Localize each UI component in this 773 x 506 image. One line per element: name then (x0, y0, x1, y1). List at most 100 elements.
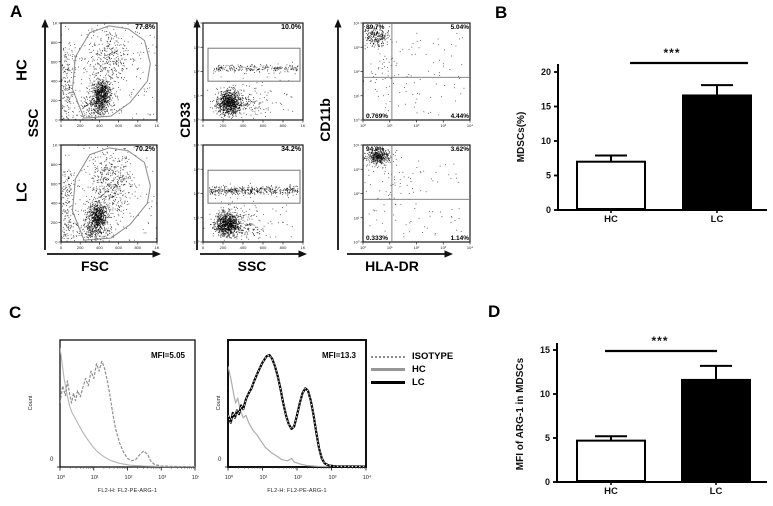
y-axis-label-ssc: SSC (25, 108, 41, 138)
isotype-line-swatch (371, 355, 405, 358)
flow-plot-lc-fsc-ssc-canvas: 0 200 400 600 800 1K 0 200 400 600 800 1K (51, 143, 160, 250)
mfi-value-left: MFI=5.05 (150, 351, 185, 360)
lc-line-swatch (371, 381, 405, 384)
svg-text:600: 600 (260, 123, 267, 128)
quadrant-ll-label: 0.769% (366, 113, 389, 120)
legend-label: LC (412, 377, 425, 388)
svg-text:1K: 1K (155, 123, 160, 128)
x-axis-label-hladr: HLA-DR (365, 258, 419, 274)
quadrant-ll-label: 0.333% (366, 235, 389, 242)
quadrant-lr-label: 1.14% (450, 235, 469, 242)
hist-left-zero-tick: 0 (50, 457, 54, 463)
legend-item-hc: HC (371, 363, 453, 376)
x-axis-label-ssc: SSC (237, 258, 267, 274)
quadrant-ul-label: 94.9% (366, 146, 385, 153)
svg-text:200: 200 (51, 220, 58, 225)
svg-text:10⁴: 10⁴ (353, 21, 359, 26)
quadrant-ul-label: 89.7% (366, 24, 385, 31)
panel-d-chart: 0 5 10 15 HC LC *** MFI of ARG-1 in MDSCs (490, 280, 773, 506)
gate-percentage-label: 34.2% (281, 146, 301, 153)
flow-plot-lc-fsc-ssc: 0 200 400 600 800 1K 0 200 400 600 800 1K 70.2% (48, 143, 160, 252)
svg-text:10²: 10² (414, 123, 420, 128)
flow-plot-lc-ssc-cd33: 10⁰ 10¹ 10² 10³ 10⁴ 0 200 400 600 800 1K 34.2% (190, 143, 306, 252)
svg-text:10⁴: 10⁴ (193, 21, 199, 26)
svg-text:10¹: 10¹ (387, 123, 393, 128)
flow-plot-hc-fsc-ssc-canvas: 0 200 400 600 800 1K 0 200 400 600 800 1K (51, 21, 160, 128)
legend-item-isotype: ISOTYPE (371, 350, 453, 363)
svg-text:10²: 10² (194, 69, 200, 74)
y-axis-label-cd11b: CD11b (317, 98, 333, 142)
svg-text:0: 0 (60, 245, 63, 250)
svg-text:10³: 10³ (194, 45, 200, 50)
svg-text:600: 600 (51, 59, 58, 64)
flow-plot-hc-ssc-cd33-canvas: 10⁰ 10¹ 10² 10³ 10⁴ 0 200 400 600 800 1K (193, 21, 306, 128)
svg-text:400: 400 (240, 123, 247, 128)
svg-text:200: 200 (51, 98, 58, 103)
hist-plot-lc-canvas: 10⁰ 10¹ 10² 10³ 10⁴ (225, 339, 372, 481)
svg-text:0: 0 (55, 240, 58, 245)
svg-text:200: 200 (77, 245, 84, 250)
svg-text:600: 600 (115, 245, 122, 250)
svg-text:10⁰: 10⁰ (360, 123, 366, 128)
svg-text:800: 800 (134, 123, 141, 128)
svg-text:0: 0 (55, 118, 58, 123)
gate-percentage-label: 70.2% (135, 146, 155, 153)
svg-text:10³: 10³ (440, 123, 446, 128)
svg-text:600: 600 (51, 181, 58, 186)
mfi-value-right: MFI=13.3 (321, 351, 356, 360)
panel-c-label: C (9, 303, 22, 322)
svg-text:0: 0 (202, 123, 205, 128)
quadrant-ur-label: 3.62% (450, 146, 469, 153)
flow-plot-lc-hladr-cd11b: 10⁰ 10¹ 10² 10³ 10⁴ 10⁰ 10¹ 10² 10³ 10⁴ 94.9% 3.6… (350, 143, 473, 252)
y-axis-arrow-cd11b (334, 19, 342, 250)
svg-text:10³: 10³ (354, 45, 360, 50)
svg-text:800: 800 (51, 40, 58, 45)
svg-text:10¹: 10¹ (194, 93, 200, 98)
count-axis-label-left: Count (28, 395, 34, 411)
row-label-lc: LC (13, 182, 31, 202)
hist-right-x-axis-title: FL2-H: FL2-PE-ARG-1 (267, 488, 327, 494)
svg-text:10²: 10² (354, 69, 360, 74)
svg-text:600: 600 (115, 123, 122, 128)
legend-item-lc: LC (371, 376, 453, 389)
panel-b-label: B (495, 3, 508, 22)
svg-text:200: 200 (77, 123, 84, 128)
histogram-legend: ISOTYPE HC LC (371, 350, 453, 389)
svg-text:1K: 1K (53, 143, 58, 148)
svg-text:10⁴: 10⁴ (467, 123, 473, 128)
svg-text:400: 400 (96, 245, 103, 250)
svg-text:800: 800 (51, 162, 58, 167)
svg-text:400: 400 (96, 123, 103, 128)
svg-text:1K: 1K (53, 21, 58, 26)
flow-plot-hc-hladr-cd11b: 10⁰ 10¹ 10² 10³ 10⁴ 10⁰ 10¹ 10² 10³ 10⁴ 89.7% 5.0… (350, 21, 473, 130)
svg-text:400: 400 (51, 201, 58, 206)
legend-label: HC (412, 364, 426, 375)
flow-plot-hc-hladr-cd11b-canvas: 10⁰ 10¹ 10² 10³ 10⁴ 10⁰ 10¹ 10² 10³ 10⁴ (353, 21, 473, 128)
svg-text:400: 400 (51, 79, 58, 84)
row-label-hc: HC (13, 59, 31, 81)
quadrant-ur-label: 5.04% (450, 24, 469, 31)
svg-text:1K: 1K (301, 123, 306, 128)
x-axis-label-fsc: FSC (81, 258, 109, 274)
hist-right-zero-tick: 0 (218, 457, 222, 463)
svg-text:800: 800 (280, 123, 287, 128)
svg-text:10⁰: 10⁰ (353, 118, 359, 123)
hc-line-swatch (371, 368, 405, 371)
flow-plot-hc-ssc-cd33: 10⁰ 10¹ 10² 10³ 10⁴ 0 200 400 600 800 1K 10.0% (190, 21, 306, 130)
panel-d-label: D (488, 302, 501, 321)
panel-b-chart: 0 5 10 15 20 HC LC *** MDSCs(%) (490, 0, 773, 232)
gate-percentage-label: 77.8% (135, 24, 155, 31)
panel-a-label: A (10, 2, 23, 21)
legend-label: ISOTYPE (412, 351, 454, 362)
gate-percentage-label: 10.0% (281, 24, 301, 31)
svg-text:200: 200 (220, 123, 227, 128)
svg-text:10¹: 10¹ (354, 93, 360, 98)
flow-plot-hc-fsc-ssc: 0 200 400 600 800 1K 0 200 400 600 800 1K 77.8% (48, 21, 160, 130)
